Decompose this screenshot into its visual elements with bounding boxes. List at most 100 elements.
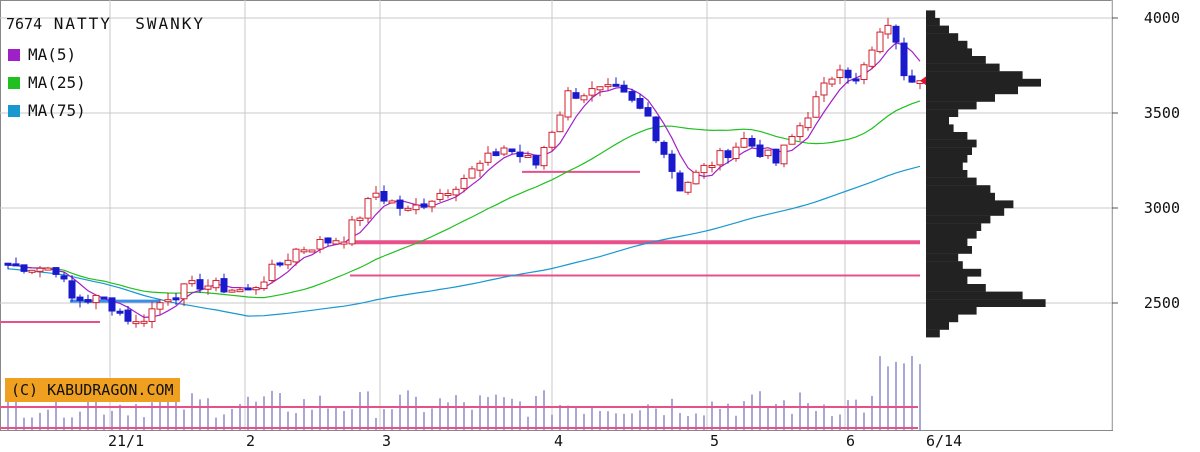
candle-body <box>908 75 916 83</box>
price-profile-bar <box>926 10 936 19</box>
candle-body <box>252 287 260 291</box>
price-profile-bar <box>926 314 959 323</box>
candlestick <box>652 116 660 144</box>
price-profile-bar <box>926 177 977 186</box>
candle-body <box>700 164 708 174</box>
candlestick <box>852 72 860 85</box>
price-profile-bar <box>926 291 1023 300</box>
candle-body <box>620 84 628 93</box>
candlestick <box>140 314 148 327</box>
candle-body <box>316 239 324 250</box>
candle-body <box>564 90 572 118</box>
candle-body <box>348 219 356 245</box>
candle-body <box>12 263 20 267</box>
candle-body <box>20 264 28 272</box>
legend-ma5: MA(5) <box>8 45 76 64</box>
candlestick <box>716 147 724 171</box>
candlestick <box>372 185 380 201</box>
candle-body <box>204 285 212 290</box>
x-tick-label: 2 <box>246 432 256 450</box>
candlestick <box>636 93 644 110</box>
candle-body <box>324 237 332 244</box>
candle-body <box>140 320 148 324</box>
candle-body <box>300 249 308 253</box>
x-tick-label: 6/14 <box>926 432 963 450</box>
candle-body <box>604 84 612 88</box>
candle-body <box>548 131 556 148</box>
candlestick <box>804 112 812 131</box>
candlestick <box>412 198 420 215</box>
candle-body <box>708 165 716 169</box>
candlestick <box>316 236 324 254</box>
candle-body <box>260 281 268 290</box>
candle-body <box>196 279 204 290</box>
candle-body <box>4 262 12 266</box>
candle-body <box>692 171 700 185</box>
ma5-label: MA(5) <box>28 45 77 64</box>
candle-body <box>420 203 428 208</box>
candlestick <box>132 314 140 328</box>
candlestick <box>476 160 484 178</box>
price-profile-bar <box>926 200 1014 209</box>
candlestick <box>668 150 676 179</box>
candle-body <box>812 96 820 118</box>
candlestick <box>148 301 156 329</box>
candlestick <box>380 185 388 205</box>
candle-body <box>484 152 492 163</box>
price-profile-bar <box>926 48 972 57</box>
candle-body <box>532 155 540 166</box>
y-tick-label: 3500 <box>1143 104 1180 122</box>
x-tick-label: 21/1 <box>108 432 145 450</box>
candle-body <box>388 200 396 204</box>
candlestick <box>492 148 500 157</box>
candlestick <box>364 196 372 223</box>
x-tick-label: 5 <box>710 432 720 450</box>
candlestick <box>740 131 748 149</box>
candle-body <box>876 31 884 53</box>
price-profile-bar <box>926 25 949 34</box>
candle-body <box>364 198 372 219</box>
candlestick <box>340 236 348 249</box>
candlestick <box>52 266 60 278</box>
candlestick <box>596 86 604 97</box>
candle-body <box>884 24 892 35</box>
candlestick <box>124 306 132 325</box>
candle-body <box>212 279 220 289</box>
candle-body <box>124 309 132 322</box>
candle-body <box>332 240 340 245</box>
candle-body <box>588 88 596 96</box>
candlestick <box>292 247 300 266</box>
candlestick <box>684 181 692 195</box>
candle-body <box>372 192 380 198</box>
candle-body <box>500 147 508 155</box>
candlestick <box>108 297 116 316</box>
price-profile-bar <box>926 139 977 148</box>
candle-body <box>180 283 188 300</box>
y-tick-label: 3000 <box>1143 199 1180 217</box>
candle-body <box>380 190 388 202</box>
candlestick <box>420 198 428 210</box>
candlestick <box>156 298 164 315</box>
price-profile-bar <box>926 215 991 224</box>
ma25-swatch <box>8 76 20 89</box>
y-tick-label: 4000 <box>1143 9 1180 27</box>
candle-body <box>756 144 764 157</box>
price-profile-bar <box>926 306 977 315</box>
candle-body <box>844 69 852 79</box>
price-profile-bar <box>926 109 959 117</box>
candle-body <box>652 116 660 142</box>
candle-body <box>796 125 804 138</box>
price-profile-bar <box>926 101 977 110</box>
candlestick <box>404 205 412 212</box>
price-profile-bar <box>926 230 977 239</box>
candle-body <box>244 287 252 291</box>
candle-body <box>892 25 900 43</box>
candlestick <box>236 287 244 293</box>
candle-body <box>804 117 812 129</box>
candlestick <box>220 273 228 294</box>
candlestick <box>868 46 876 70</box>
candlestick <box>748 135 756 148</box>
candlestick <box>820 76 828 103</box>
candle-body <box>164 299 172 303</box>
candle-body <box>468 168 476 179</box>
